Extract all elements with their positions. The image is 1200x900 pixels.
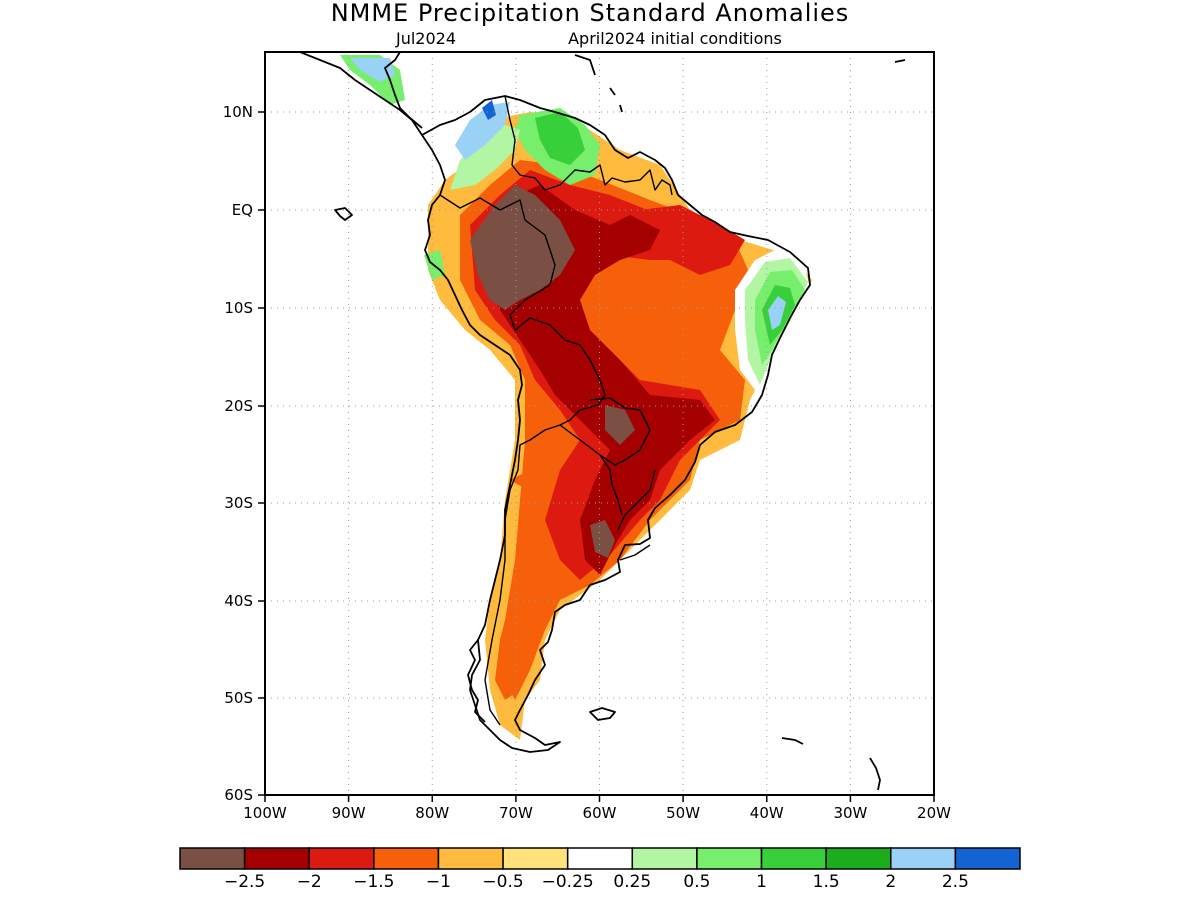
field-brown — [470, 185, 575, 310]
figure-title: NMME Precipitation Standard Anomalies — [331, 0, 850, 27]
galapagos-coastline — [334, 207, 353, 221]
field-red-ne — [640, 205, 745, 275]
x-tick-label: 20W — [917, 804, 951, 822]
colorbar-label: 0.5 — [683, 872, 710, 892]
field-brown-south — [590, 520, 615, 558]
chile-fjords-coastline — [467, 639, 486, 723]
colorbar-label: 1.5 — [813, 872, 840, 892]
field-lightgreen-colombia — [450, 125, 520, 190]
colorbar: −2.5 −2 −1.5 −1 −0.5 −0.25 0.25 0.5 1 1.5 2 2.5 — [179, 847, 1021, 892]
y-tick-label: 50S — [224, 689, 253, 707]
colorbar-swatch — [954, 847, 1021, 870]
x-tick-label: 50W — [666, 804, 700, 822]
south-america-coastline — [421, 95, 811, 753]
colorbar-swatch — [760, 847, 827, 870]
colorbar-label: −0.25 — [542, 872, 594, 892]
anomaly-field — [340, 55, 812, 740]
y-tick-label: 20S — [224, 397, 253, 415]
x-tick-label: 100W — [243, 804, 287, 822]
x-tick-label: 60W — [583, 804, 617, 822]
axis-ticks — [258, 111, 935, 802]
y-tick-label: 40S — [224, 592, 253, 610]
colorbar-swatch — [179, 847, 246, 870]
field-blue-cam — [350, 58, 395, 82]
y-axis-labels: 10N EQ 10S 20S 30S 40S 50S 60S — [223, 103, 253, 804]
colorbar-label: −2.5 — [224, 872, 265, 892]
field-blue-ne-brazil — [768, 296, 786, 330]
y-tick-label: 60S — [224, 786, 253, 804]
x-tick-label: 90W — [332, 804, 366, 822]
colorbar-swatch — [373, 847, 440, 870]
field-blue-colombia — [455, 102, 510, 160]
colorbar-swatch — [437, 847, 504, 870]
colorbar-label: 0.25 — [613, 872, 651, 892]
field-brown-parana — [605, 405, 635, 445]
field-green-dark-north — [535, 112, 585, 165]
colorbar-label: −1.5 — [353, 872, 394, 892]
y-tick-label: 30S — [224, 494, 253, 512]
y-tick-label: 10N — [223, 103, 253, 121]
caribbean-islands-coastline — [574, 54, 906, 113]
colorbar-swatch — [243, 847, 310, 870]
field-orange-south — [495, 470, 550, 700]
colorbar-swatch — [696, 847, 763, 870]
valid-month-label: Jul2024 — [395, 29, 456, 48]
y-tick-label: 10S — [224, 299, 253, 317]
colorbar-label: −2 — [297, 872, 322, 892]
field-darkblue-colombia — [482, 100, 496, 120]
y-tick-label: EQ — [232, 201, 253, 219]
south-sandwich-coastline — [869, 757, 881, 791]
colorbar-swatch — [825, 847, 892, 870]
colorbar-swatch — [890, 847, 957, 870]
x-tick-label: 30W — [833, 804, 867, 822]
country-borders — [439, 95, 673, 726]
colorbar-label: 2 — [885, 872, 896, 892]
colorbar-label: −0.5 — [482, 872, 523, 892]
x-tick-label: 70W — [499, 804, 533, 822]
central-america-coastline — [299, 52, 423, 136]
x-axis-labels: 100W 90W 80W 70W 60W 50W 40W 30W 20W — [243, 804, 951, 822]
colorbar-label: −1 — [426, 872, 451, 892]
colorbar-label: 1 — [756, 872, 767, 892]
colorbar-swatch — [502, 847, 569, 870]
colorbar-label: 2.5 — [942, 872, 969, 892]
x-tick-label: 40W — [750, 804, 784, 822]
south-georgia-coastline — [781, 737, 804, 745]
x-tick-label: 80W — [415, 804, 449, 822]
colorbar-swatch — [566, 847, 634, 870]
falklands-coastline — [589, 707, 616, 721]
colorbar-swatch — [308, 847, 375, 870]
initial-conditions-label: April2024 initial conditions — [568, 29, 782, 48]
colorbar-swatch — [631, 847, 698, 870]
